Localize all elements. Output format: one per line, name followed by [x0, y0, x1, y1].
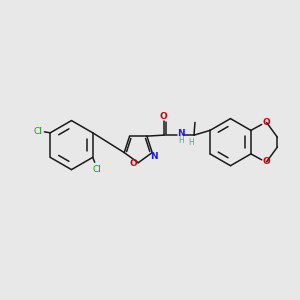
Text: O: O	[160, 112, 167, 121]
Text: N: N	[177, 129, 185, 138]
Text: H: H	[178, 136, 184, 145]
Text: O: O	[263, 118, 271, 127]
Text: H: H	[188, 137, 194, 146]
Text: O: O	[263, 157, 271, 166]
Text: N: N	[150, 152, 158, 161]
Text: O: O	[129, 159, 137, 168]
Text: Cl: Cl	[92, 165, 101, 174]
Text: Cl: Cl	[33, 127, 42, 136]
